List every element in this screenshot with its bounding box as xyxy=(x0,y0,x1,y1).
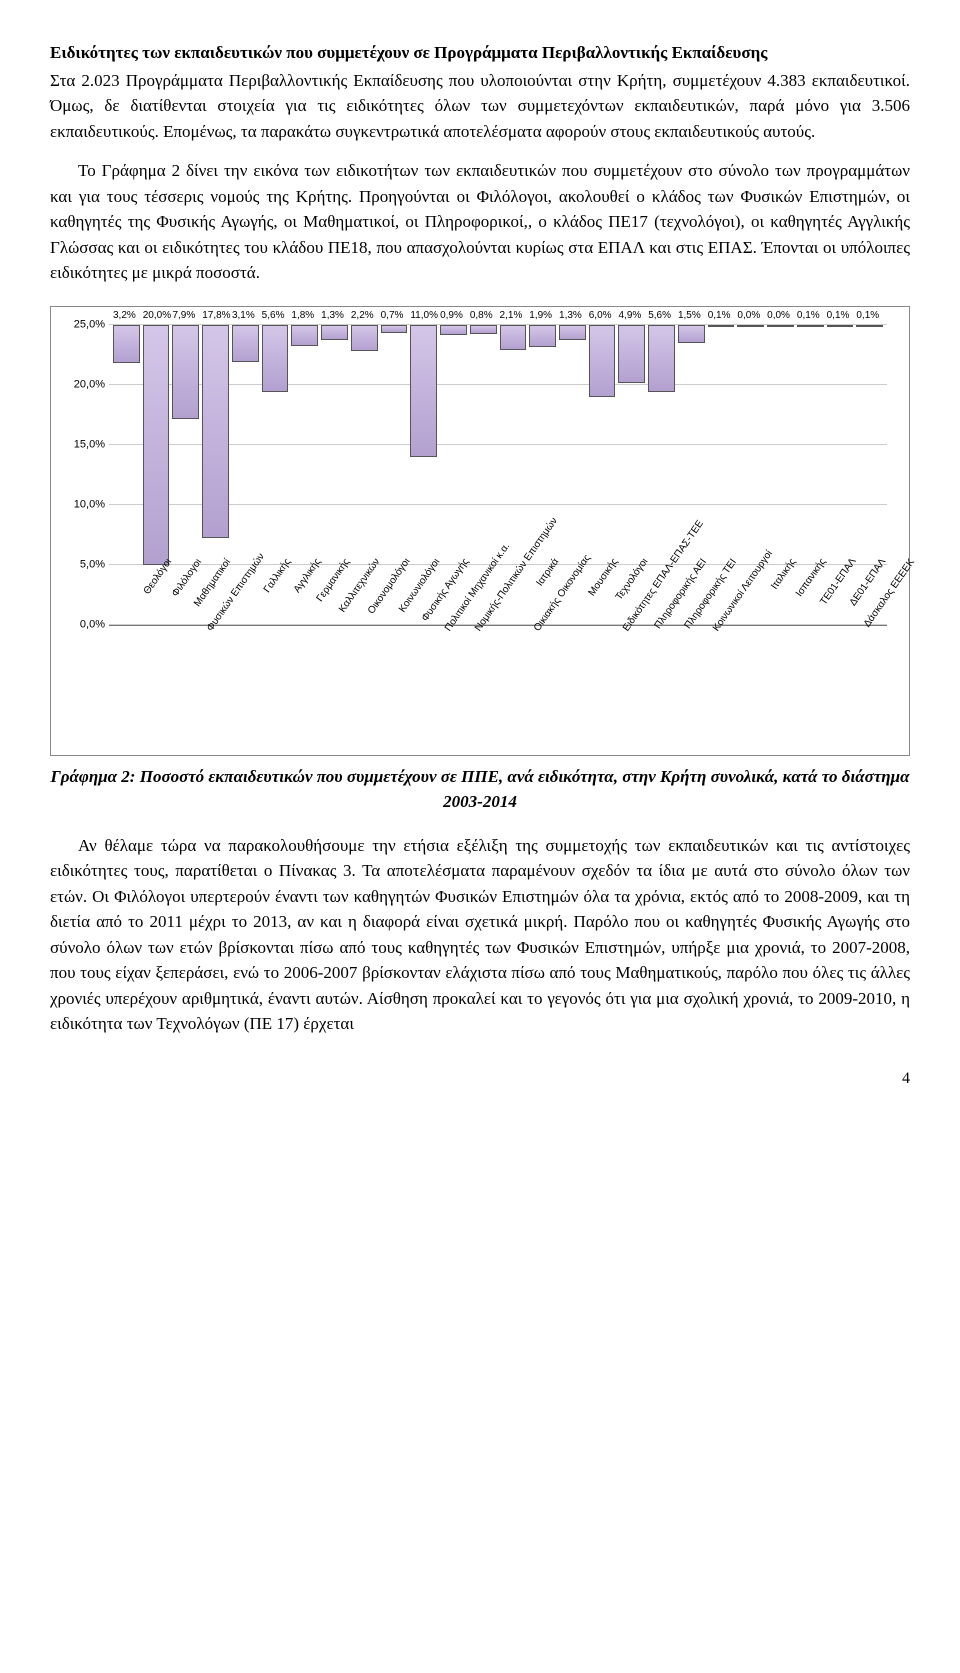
chart-bar-value-label: 1,8% xyxy=(291,308,314,323)
chart-bar-value-label: 0,1% xyxy=(856,308,879,323)
chart-bar xyxy=(500,325,527,350)
chart-ytick: 5,0% xyxy=(65,556,105,573)
chart-bar-value-label: 1,3% xyxy=(321,308,344,323)
chart-caption: Γράφημα 2: Ποσοστό εκπαιδευτικών που συμ… xyxy=(50,764,910,815)
chart-bar xyxy=(737,325,764,327)
chart-x-labels: ΘεολόγοιΦιλόλογοιΜαθηματικοίΦυσικών Επισ… xyxy=(109,626,887,716)
chart-bar-value-label: 17,8% xyxy=(202,308,230,323)
chart-bar xyxy=(321,325,348,341)
page-number: 4 xyxy=(50,1067,910,1091)
chart-bar-value-label: 1,3% xyxy=(559,308,582,323)
chart-bar xyxy=(410,325,437,457)
chart-bar xyxy=(678,325,705,343)
chart-bar xyxy=(143,325,170,565)
chart-bar xyxy=(113,325,140,363)
paragraph-1: Στα 2.023 Προγράμματα Περιβαλλοντικής Εκ… xyxy=(50,68,910,145)
chart-bar-value-label: 4,9% xyxy=(618,308,641,323)
chart-bar xyxy=(529,325,556,348)
chart-bar-value-label: 11,0% xyxy=(410,308,438,323)
chart-ytick: 20,0% xyxy=(65,376,105,393)
chart-bar xyxy=(232,325,259,362)
chart-bar-value-label: 3,1% xyxy=(232,308,255,323)
chart-bar xyxy=(470,325,497,335)
chart-bar-value-label: 20,0% xyxy=(143,308,171,323)
chart-bar xyxy=(589,325,616,397)
chart-bar-value-label: 0,1% xyxy=(827,308,850,323)
chart-bar-value-label: 2,2% xyxy=(351,308,374,323)
chart-bar-column: 3,2% xyxy=(113,325,140,625)
chart-bar-value-label: 3,2% xyxy=(113,308,136,323)
chart-bar xyxy=(559,325,586,341)
chart-ytick: 10,0% xyxy=(65,496,105,513)
chart-bar-value-label: 0,1% xyxy=(708,308,731,323)
chart-container: 0,0%5,0%10,0%15,0%20,0%25,0%3,2%20,0%7,9… xyxy=(50,306,910,756)
chart-ytick: 15,0% xyxy=(65,436,105,453)
chart-bar xyxy=(618,325,645,384)
chart-bar xyxy=(856,325,883,327)
chart-bar-value-label: 6,0% xyxy=(589,308,612,323)
chart-bar xyxy=(708,325,735,327)
chart-bar-value-label: 0,7% xyxy=(381,308,404,323)
chart-bar xyxy=(797,325,824,327)
chart-bar xyxy=(381,325,408,333)
chart-bar-value-label: 2,1% xyxy=(500,308,523,323)
chart-bar-value-label: 0,0% xyxy=(737,308,760,323)
caption-prefix: Γράφημα 2: xyxy=(50,767,135,786)
chart-bar-value-label: 0,1% xyxy=(797,308,820,323)
chart-bar xyxy=(767,325,794,327)
chart-bar-value-label: 5,6% xyxy=(262,308,285,323)
chart-ytick: 0,0% xyxy=(65,616,105,633)
chart-bar xyxy=(172,325,199,420)
chart-bar-value-label: 5,6% xyxy=(648,308,671,323)
chart-bar-value-label: 0,0% xyxy=(767,308,790,323)
chart-bar xyxy=(648,325,675,392)
paragraph-3: Αν θέλαμε τώρα να παρακολουθήσουμε την ε… xyxy=(50,833,910,1037)
chart-bar-value-label: 7,9% xyxy=(172,308,195,323)
chart-bar-value-label: 1,9% xyxy=(529,308,552,323)
chart-ytick: 25,0% xyxy=(65,316,105,333)
chart-bar xyxy=(351,325,378,351)
paragraph-2: Το Γράφημα 2 δίνει την εικόνα των ειδικο… xyxy=(50,158,910,286)
chart-bar xyxy=(827,325,854,327)
chart-bar xyxy=(291,325,318,347)
chart-bar xyxy=(202,325,229,539)
caption-text: Ποσοστό εκπαιδευτικών που συμμετέχουν σε… xyxy=(135,767,909,812)
chart-bar xyxy=(440,325,467,336)
section-heading: Ειδικότητες των εκπαιδευτικών που συμμετ… xyxy=(50,40,910,66)
chart-bar-value-label: 1,5% xyxy=(678,308,701,323)
chart-bar xyxy=(262,325,289,392)
chart-bar-value-label: 0,8% xyxy=(470,308,493,323)
chart-bar-value-label: 0,9% xyxy=(440,308,463,323)
